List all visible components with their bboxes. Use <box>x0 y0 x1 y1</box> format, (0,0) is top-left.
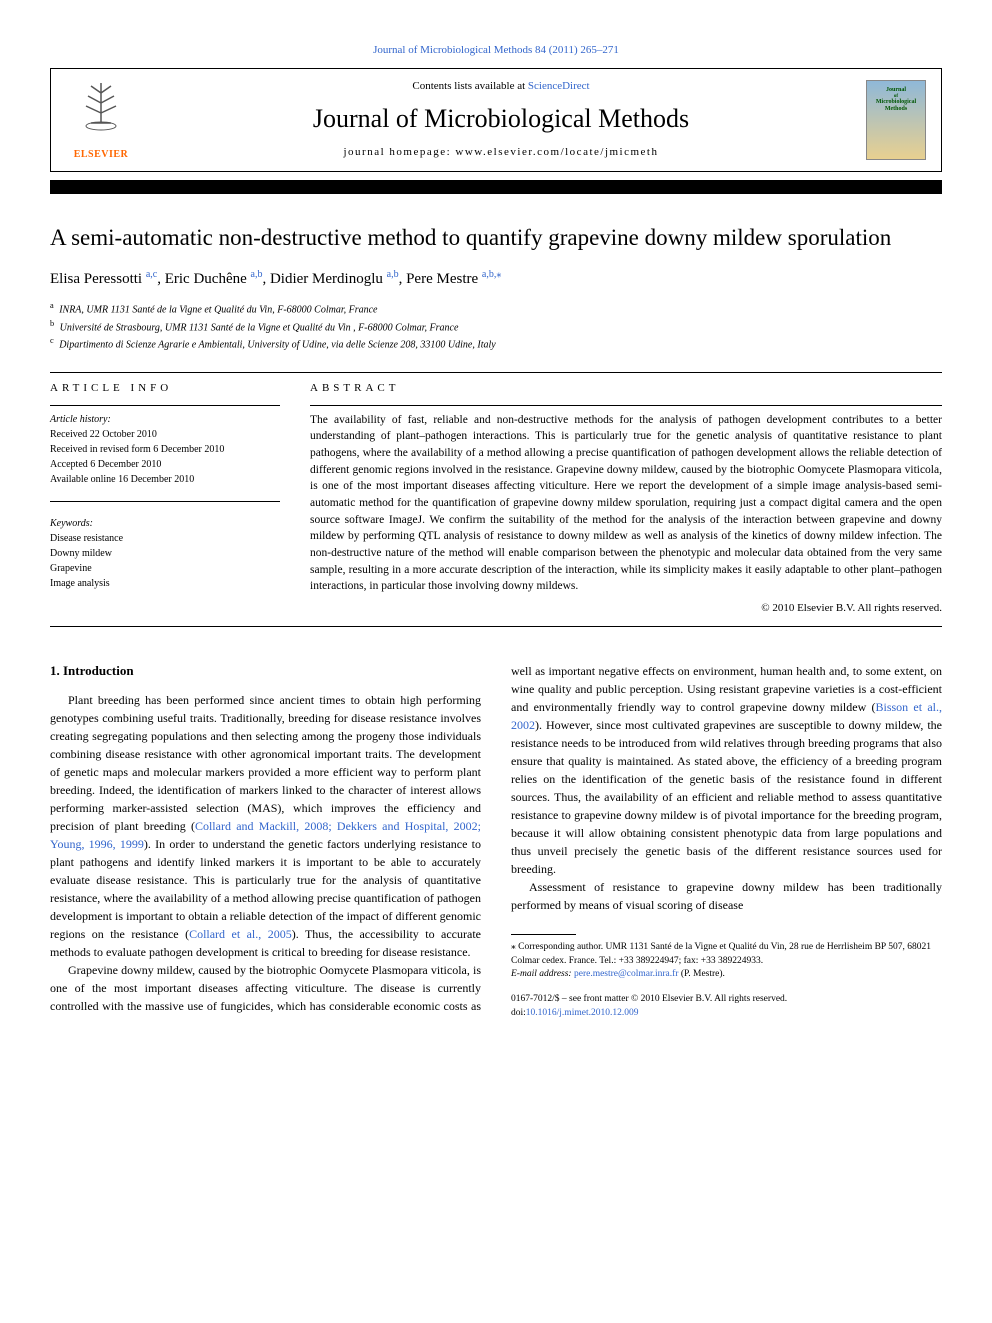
top-journal-link: Journal of Microbiological Methods 84 (2… <box>50 40 942 58</box>
email-link[interactable]: pere.mestre@colmar.inra.fr <box>574 969 679 979</box>
affiliations: a INRA, UMR 1131 Santé de la Vigne et Qu… <box>50 300 942 352</box>
footnote-separator <box>511 934 576 935</box>
elsevier-logo: ELSEVIER <box>66 80 136 160</box>
affiliation-a: a INRA, UMR 1131 Santé de la Vigne et Qu… <box>50 300 942 317</box>
journal-citation-link[interactable]: Journal of Microbiological Methods 84 (2… <box>373 44 619 56</box>
header-center: Contents lists available at ScienceDirec… <box>136 79 866 160</box>
author-3: Didier Merdinoglu a,b <box>270 271 399 287</box>
elsevier-name: ELSEVIER <box>74 148 129 162</box>
article-info-header: article info <box>50 381 280 396</box>
author-1: Elisa Peressotti a,c <box>50 271 157 287</box>
article-history: Article history: Received 22 October 201… <box>50 412 280 487</box>
divider <box>50 501 280 502</box>
corresponding-author-footnote: ⁎ Corresponding author. UMR 1131 Santé d… <box>511 941 942 968</box>
keywords-block: Keywords: Disease resistance Downy milde… <box>50 516 280 591</box>
doi-link[interactable]: 10.1016/j.mimet.2010.12.009 <box>526 1008 639 1018</box>
corresponding-author-marker[interactable]: ⁎ <box>496 269 501 280</box>
footnote-block: ⁎ Corresponding author. UMR 1131 Santé d… <box>511 934 942 1019</box>
abstract-copyright: © 2010 Elsevier B.V. All rights reserved… <box>310 601 942 616</box>
affiliation-b: b Université de Strasbourg, UMR 1131 San… <box>50 318 942 335</box>
journal-homepage: journal homepage: www.elsevier.com/locat… <box>136 145 866 160</box>
abstract-text: The availability of fast, reliable and n… <box>310 412 942 595</box>
journal-title: Journal of Microbiological Methods <box>136 101 866 137</box>
authors-list: Elisa Peressotti a,c, Eric Duchêne a,b, … <box>50 268 942 290</box>
contents-line: Contents lists available at ScienceDirec… <box>136 79 866 94</box>
issn-copyright: 0167-7012/$ – see front matter © 2010 El… <box>511 993 942 1020</box>
email-footnote: E-mail address: pere.mestre@colmar.inra.… <box>511 968 942 981</box>
divider <box>50 405 280 406</box>
abstract-header: abstract <box>310 381 942 396</box>
sciencedirect-link[interactable]: ScienceDirect <box>528 80 590 92</box>
article-info-column: article info Article history: Received 2… <box>50 381 280 616</box>
divider <box>310 405 942 406</box>
author-2: Eric Duchêne a,b <box>165 271 263 287</box>
intro-para-3: Assessment of resistance to grapevine do… <box>511 878 942 914</box>
introduction-heading: 1. Introduction <box>50 662 481 680</box>
abstract-column: abstract The availability of fast, relia… <box>310 381 942 616</box>
citation-link[interactable]: Collard et al., 2005 <box>189 927 292 941</box>
divider <box>50 626 942 627</box>
journal-cover-thumbnail: Journal of Microbiological Methods <box>866 80 926 160</box>
affiliation-c: c Dipartimento di Scienze Agrarie e Ambi… <box>50 335 942 352</box>
journal-header: ELSEVIER Contents lists available at Sci… <box>50 68 942 171</box>
article-title: A semi-automatic non-destructive method … <box>50 224 942 253</box>
divider <box>50 372 942 373</box>
main-body: 1. Introduction Plant breeding has been … <box>50 662 942 1019</box>
intro-para-1: Plant breeding has been performed since … <box>50 691 481 961</box>
author-4: Pere Mestre a,b,⁎ <box>406 271 501 287</box>
elsevier-tree-icon <box>76 78 126 148</box>
header-divider-bar <box>50 180 942 194</box>
